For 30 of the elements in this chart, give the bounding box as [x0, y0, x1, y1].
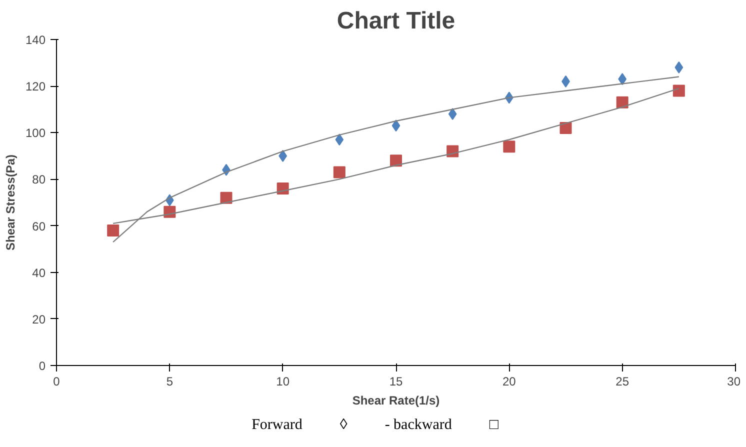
- point: [616, 96, 628, 108]
- x-tick-label: 30: [727, 374, 741, 388]
- point: [333, 166, 346, 178]
- point: [503, 140, 516, 153]
- y-tick-label: 0: [38, 359, 46, 373]
- point: [392, 120, 400, 132]
- point: [335, 134, 344, 146]
- y-tick-label: 40: [32, 266, 46, 280]
- y-tick-label: 20: [32, 312, 46, 326]
- y-axis-title: Shear Stress(Pa): [3, 154, 18, 251]
- chart-title: Chart Title: [336, 8, 456, 34]
- y-tick-label: 140: [25, 33, 46, 47]
- y-tick-label: 80: [32, 172, 46, 187]
- point: [448, 108, 457, 120]
- point: [390, 154, 402, 167]
- point: [674, 61, 684, 74]
- x-tick-label: 0: [53, 374, 60, 388]
- x-tick-label: 10: [276, 374, 290, 388]
- point: [107, 224, 120, 236]
- y-tick-label: 60: [32, 219, 46, 234]
- y-tick-label: 120: [25, 80, 46, 94]
- x-tick-label: 5: [166, 374, 174, 388]
- x-tick-label: 25: [616, 374, 630, 388]
- y-tick-label: 100: [25, 126, 46, 140]
- x-tick-label: 20: [502, 374, 516, 388]
- x-tick-label: 15: [389, 374, 403, 388]
- x-axis-title: Shear Rate(1/s): [352, 394, 440, 408]
- text: Forward ◊ - backward □: [252, 416, 498, 435]
- point: [560, 122, 572, 134]
- point: [672, 84, 685, 97]
